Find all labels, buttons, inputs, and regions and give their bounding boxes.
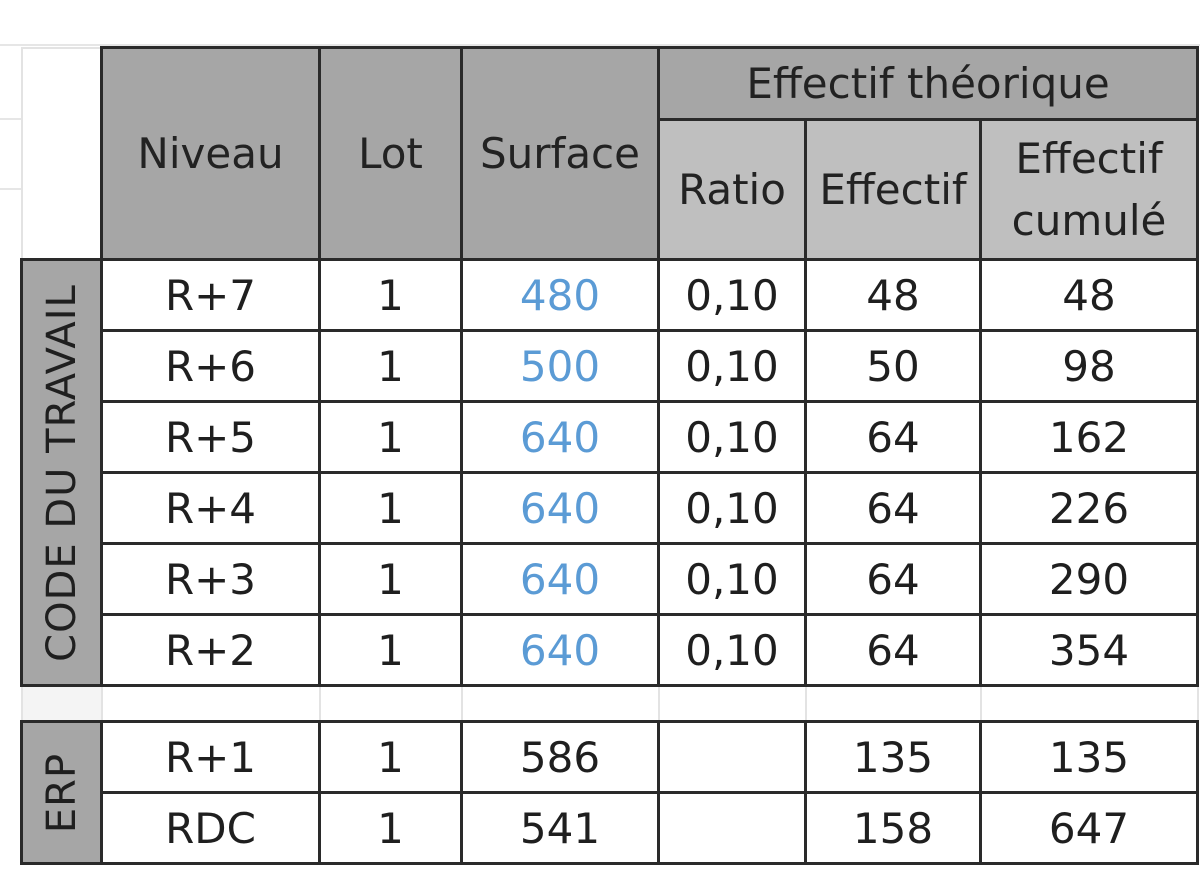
cell-niveau: R+6	[100, 329, 321, 403]
cell-niveau: R+3	[100, 542, 321, 616]
cell-surface: 541	[460, 791, 660, 865]
cell-effectif-cumule: 48	[978, 258, 1200, 332]
cell-effectif-cumule: 162	[978, 400, 1200, 474]
cell-surface: 640	[460, 613, 660, 687]
header-row-sub: Ratio Effectif Effectif cumulé	[22, 118, 1200, 261]
table-row: R+2 1 640 0,10 64 354	[22, 613, 1200, 687]
header-effectif-theorique: Effectif théorique	[656, 46, 1200, 121]
section-label-erp: ERP	[20, 720, 103, 865]
cell-lot: 1	[318, 613, 463, 687]
table-row: R+5 1 640 0,10 64 162	[22, 400, 1200, 474]
table-row: RDC 1 541 158 647	[22, 791, 1200, 865]
cell-niveau: R+4	[100, 471, 321, 545]
cell-surface: 640	[460, 471, 660, 545]
cell-lot: 1	[318, 329, 463, 403]
cell-ratio: 0,10	[657, 542, 807, 616]
cell-ratio	[657, 720, 807, 794]
section-label-text: CODE DU TRAVAIL	[38, 283, 85, 662]
cell-ratio: 0,10	[657, 613, 807, 687]
cell-niveau: R+2	[100, 613, 321, 687]
header-effectif: Effectif	[804, 118, 982, 261]
header-ratio: Ratio	[657, 118, 807, 261]
grid-line	[0, 44, 1200, 46]
cell-effectif-cumule: 98	[978, 329, 1200, 403]
effectif-table: Niveau Lot Surface Effectif théorique Ra…	[20, 46, 1200, 865]
cell-effectif-cumule: 354	[978, 613, 1200, 687]
cell-effectif: 64	[804, 471, 982, 545]
header-effectif-cumule-line2: cumulé	[1011, 195, 1167, 245]
cell-ratio	[657, 791, 807, 865]
header-surface: Surface	[460, 46, 660, 261]
spacer-cell	[460, 685, 660, 722]
header-effectif-cumule: Effectif cumulé	[978, 118, 1200, 261]
section-label-code-du-travail: CODE DU TRAVAIL	[20, 258, 103, 687]
spacer-cell	[979, 685, 1199, 722]
header-niveau: Niveau	[100, 46, 321, 261]
header-effectif-cumule-line1: Effectif	[1015, 133, 1163, 183]
cell-ratio: 0,10	[657, 329, 807, 403]
cell-lot: 1	[318, 258, 463, 332]
cell-niveau: R+1	[100, 720, 321, 794]
section-label-text: ERP	[38, 752, 85, 833]
table-row: R+6 1 500 0,10 50 98	[22, 329, 1200, 403]
table-row: CODE DU TRAVAIL R+7 1 480 0,10 48 48	[20, 258, 1200, 687]
cell-lot: 1	[318, 400, 463, 474]
cell-ratio: 0,10	[657, 258, 807, 332]
cell-effectif: 64	[804, 613, 982, 687]
cell-ratio: 0,10	[657, 400, 807, 474]
table-row: R+4 1 640 0,10 64 226	[22, 471, 1200, 545]
header-row-top: Niveau Lot Surface Effectif théorique	[20, 46, 1200, 261]
spacer-cell	[100, 685, 321, 722]
cell-niveau: R+7	[100, 258, 321, 332]
spacer-cell	[804, 685, 982, 722]
grid-line	[0, 118, 22, 120]
cell-surface: 480	[460, 258, 660, 332]
spacer-cell	[318, 685, 463, 722]
table-row: ERP R+1 1 586 135 135	[20, 720, 1200, 865]
spacer-cell	[20, 685, 103, 722]
cell-effectif: 135	[804, 720, 982, 794]
cell-effectif-cumule: 647	[978, 791, 1200, 865]
cell-surface: 640	[460, 400, 660, 474]
cell-lot: 1	[318, 791, 463, 865]
cell-effectif-cumule: 135	[978, 720, 1200, 794]
cell-surface: 640	[460, 542, 660, 616]
corner-cell	[20, 46, 102, 261]
cell-surface: 500	[460, 329, 660, 403]
cell-niveau: R+5	[100, 400, 321, 474]
cell-effectif: 48	[804, 258, 982, 332]
table-row: R+3 1 640 0,10 64 290	[22, 542, 1200, 616]
header-lot: Lot	[318, 46, 463, 261]
cell-lot: 1	[318, 471, 463, 545]
cell-surface: 586	[460, 720, 660, 794]
cell-effectif: 50	[804, 329, 982, 403]
cell-effectif-cumule: 290	[978, 542, 1200, 616]
cell-ratio: 0,10	[657, 471, 807, 545]
cell-effectif: 64	[804, 400, 982, 474]
cell-effectif-cumule: 226	[978, 471, 1200, 545]
cell-effectif: 64	[804, 542, 982, 616]
cell-lot: 1	[318, 720, 463, 794]
spacer-cell	[657, 685, 807, 722]
grid-line	[0, 188, 22, 190]
cell-niveau: RDC	[100, 791, 321, 865]
cell-lot: 1	[318, 542, 463, 616]
spacer-row	[20, 685, 1199, 722]
cell-effectif: 158	[804, 791, 982, 865]
